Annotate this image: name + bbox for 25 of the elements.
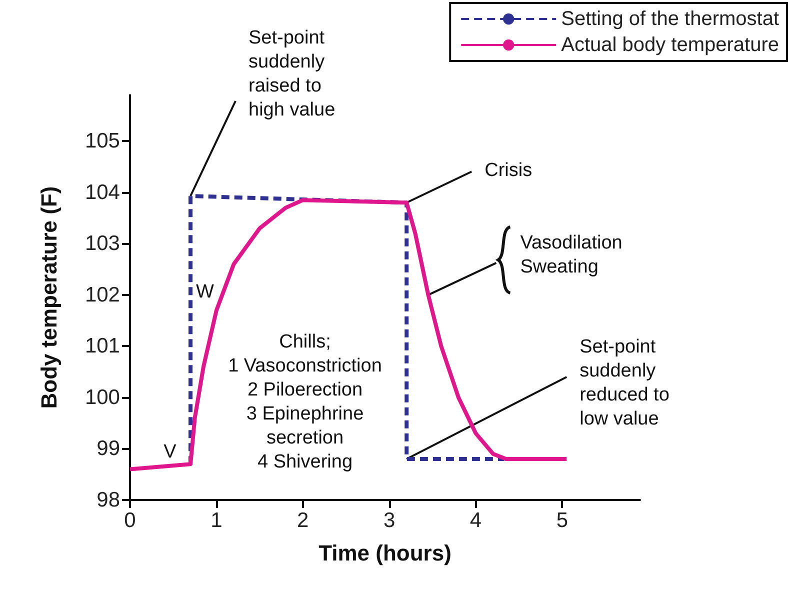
y-tick-label: 105	[84, 130, 120, 153]
x-tick-label: 3	[383, 509, 396, 532]
annotation: Set-point suddenly raised to high value	[248, 27, 336, 120]
y-tick-label: 99	[96, 437, 120, 460]
x-axis-title: Time (hours)	[318, 540, 452, 566]
legend-label: Actual body temperature	[561, 34, 780, 56]
x-tick-label: 5	[556, 509, 568, 532]
legend-label: Setting of the thermostat	[561, 8, 780, 30]
annotation: Vasodilation Sweating	[520, 232, 622, 278]
y-axis-title: Body temperature (F)	[36, 186, 62, 409]
x-tick-label: 0	[124, 509, 136, 532]
y-tick-label: 102	[84, 283, 120, 306]
x-tick-label: 4	[470, 509, 482, 532]
y-tick-label: 101	[84, 334, 120, 358]
annotation: Chills; 1 Vasoconstriction 2 Piloerection 3 Epinephrine secretion 4 Shivering	[228, 332, 382, 472]
y-tick-label: 104	[84, 180, 120, 204]
y-tick-label: 103	[84, 232, 120, 256]
annotation: Set-point suddenly reduced to low value	[580, 336, 670, 430]
x-tick-label: 1	[210, 509, 222, 532]
annotation: W	[196, 282, 214, 302]
y-tick-label: 98	[96, 488, 120, 512]
annotation: V	[164, 442, 177, 462]
y-tick-label: 100	[84, 386, 120, 409]
x-tick-label: 2	[297, 509, 309, 532]
annotation: Crisis	[484, 160, 532, 182]
